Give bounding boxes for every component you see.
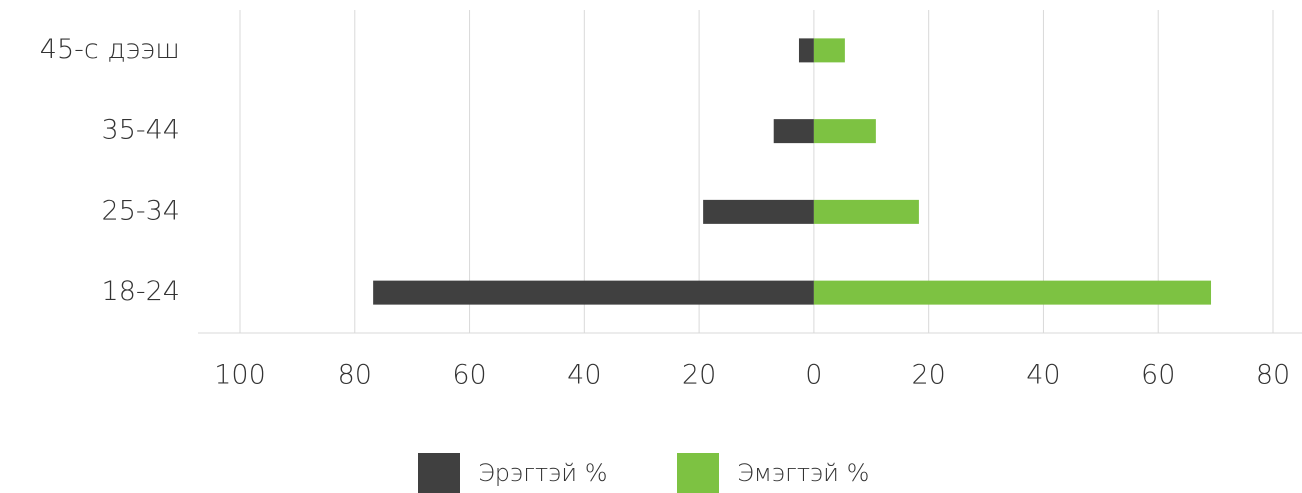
legend-swatch [418,453,460,493]
bar [813,119,876,144]
x-tick-label: 40 [1026,360,1060,391]
y-tick-label: 45-с дээш [40,34,180,65]
bar [373,280,814,305]
bar [813,199,919,224]
x-tick-label: 60 [1141,360,1175,391]
bar [773,119,814,144]
x-tick-label: 20 [911,360,945,391]
y-tick-label: 25-34 [102,195,180,226]
legend-label: Эмэгтэй % [737,459,869,487]
y-tick-label: 35-44 [102,115,180,146]
x-tick-label: 80 [338,360,372,391]
legend-label: Эрэгтэй % [478,459,608,487]
x-tick-label: 20 [682,360,716,391]
bar [813,38,845,63]
y-tick-label: 18-24 [102,276,180,307]
x-tick-label: 100 [214,360,266,391]
x-tick-label: 60 [452,360,486,391]
x-tick-label: 40 [567,360,601,391]
legend-swatch [677,453,719,493]
bar [703,199,814,224]
bar [798,38,814,63]
x-tick-label: 80 [1256,360,1290,391]
x-tick-label: 0 [805,360,822,391]
bar [813,280,1212,305]
